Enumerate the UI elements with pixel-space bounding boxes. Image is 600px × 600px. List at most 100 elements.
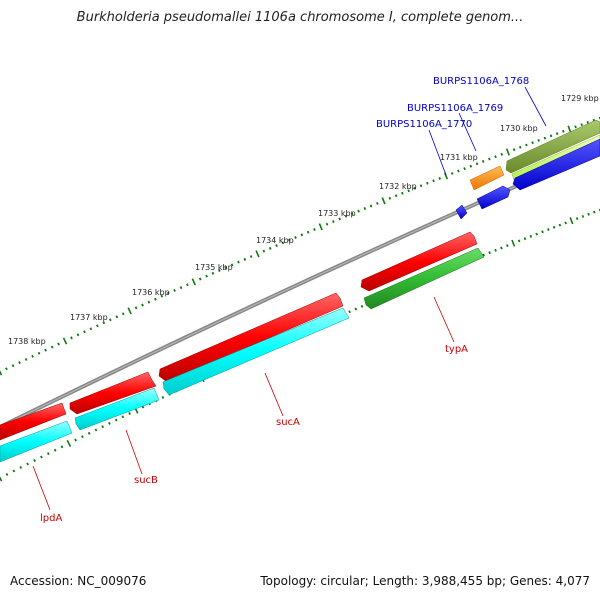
minor-tick (541, 230, 544, 234)
minor-tick (313, 228, 316, 231)
kbp-label-1737: 1737 kbp (70, 313, 108, 322)
minor-tick (529, 234, 533, 238)
minor-tick (11, 364, 15, 368)
minor-tick (294, 236, 297, 239)
major-tick (567, 125, 572, 133)
minor-tick (37, 351, 41, 355)
gene-label-lpdA[interactable]: lpdA (40, 513, 62, 524)
gene-cyan-arrow-3[interactable] (0, 420, 73, 463)
gene-label-sucB[interactable]: sucB (134, 475, 158, 486)
kbp-label-1732: 1732 kbp (379, 182, 417, 191)
minor-tick (580, 123, 583, 127)
minor-tick (186, 283, 189, 287)
minor-tick (108, 318, 112, 322)
minor-tick (243, 257, 247, 261)
minor-tick (217, 269, 221, 272)
minor-tick (531, 141, 534, 145)
minor-tick (543, 136, 547, 140)
major-tick (511, 239, 516, 247)
minor-tick (74, 438, 77, 442)
minor-tick (5, 472, 9, 476)
gene-label-typA[interactable]: typA (445, 344, 468, 355)
minor-tick (482, 253, 485, 257)
minor-tick (432, 179, 435, 183)
gene-label-burps1768[interactable]: BURPS1106A_1768 (433, 76, 529, 87)
minor-tick (332, 220, 335, 224)
gene-typA-arrow[interactable] (360, 231, 478, 292)
minor-tick (500, 152, 504, 156)
gene-burps1768-arrow[interactable] (505, 119, 600, 174)
minor-tick (96, 324, 99, 328)
minor-tick (500, 246, 503, 250)
major-tick (191, 278, 196, 286)
minor-tick (344, 214, 348, 218)
minor-tick (407, 189, 410, 193)
minor-tick (525, 143, 528, 147)
minor-tick (419, 184, 423, 188)
minor-tick (494, 248, 497, 252)
minor-tick (457, 169, 460, 173)
minor-tick (147, 300, 151, 304)
gene-sucA-arrow[interactable] (158, 292, 344, 383)
minor-tick (549, 134, 553, 138)
kbp-label-1729: 1729 kbp (561, 94, 599, 103)
minor-tick (325, 222, 329, 226)
minor-tick (33, 458, 36, 463)
minor-tick (413, 186, 417, 190)
minor-tick (70, 336, 73, 340)
minor-tick (128, 412, 131, 415)
minor-tick (564, 221, 567, 225)
gene-label-burps1769[interactable]: BURPS1106A_1769 (407, 103, 503, 114)
minor-tick (369, 204, 373, 208)
minor-tick (154, 297, 157, 301)
minor-tick (161, 396, 165, 399)
major-tick (381, 197, 386, 205)
gene-label-burps1770[interactable]: BURPS1106A_1770 (376, 119, 472, 130)
minor-tick (166, 291, 170, 295)
minor-tick (50, 345, 54, 349)
minor-tick (287, 238, 291, 242)
gene-green-arrow[interactable] (363, 247, 485, 310)
minor-tick (262, 249, 266, 253)
gene-burps1770-arrow[interactable] (476, 185, 511, 210)
minor-tick (26, 462, 29, 466)
minor-tick (523, 237, 527, 241)
minor-tick (102, 321, 106, 325)
major-tick (318, 223, 323, 231)
gene-cyan-arrow-2[interactable] (74, 387, 160, 431)
minor-tick (173, 289, 176, 292)
major-tick (0, 370, 3, 376)
minor-tick (401, 191, 404, 195)
minor-tick (115, 315, 119, 319)
gene-small-blue-arrow[interactable] (455, 204, 468, 220)
map-title: Burkholderia pseudomallei 1106a chromoso… (76, 10, 524, 25)
minor-tick (562, 129, 565, 133)
kbp-label-1736: 1736 kbp (132, 288, 170, 297)
minor-tick (348, 310, 351, 314)
minor-tick (512, 148, 516, 152)
minor-tick (357, 209, 360, 213)
minor-tick (46, 452, 50, 456)
major-tick (127, 307, 132, 315)
minor-tick (537, 138, 540, 142)
gene-label-sucA[interactable]: sucA (276, 417, 300, 428)
major-tick (505, 148, 510, 156)
gene-blue-arrow[interactable] (512, 138, 600, 191)
gene-sucB-arrow[interactable] (69, 371, 157, 415)
minor-tick (306, 230, 310, 234)
gene-lpdA-arrow[interactable] (0, 402, 67, 441)
minor-tick (518, 145, 522, 149)
minor-tick (394, 194, 398, 198)
gene-cyan-arrow-1[interactable] (162, 307, 350, 396)
minor-tick (426, 181, 429, 185)
minor-tick (44, 348, 47, 352)
minor-tick (40, 455, 43, 459)
minor-tick (89, 327, 93, 331)
minor-tick (81, 435, 84, 439)
minor-tick (31, 354, 34, 358)
minor-tick (57, 342, 60, 346)
gene-labels: BURPS1106A_1768 BURPS1106A_1769 BURPS110… (40, 76, 529, 524)
gene-burps1769-arrow[interactable] (469, 165, 505, 191)
kbp-labels: 1729 kbp 1730 kbp 1731 kbp 1732 kbp 1733… (8, 94, 599, 346)
